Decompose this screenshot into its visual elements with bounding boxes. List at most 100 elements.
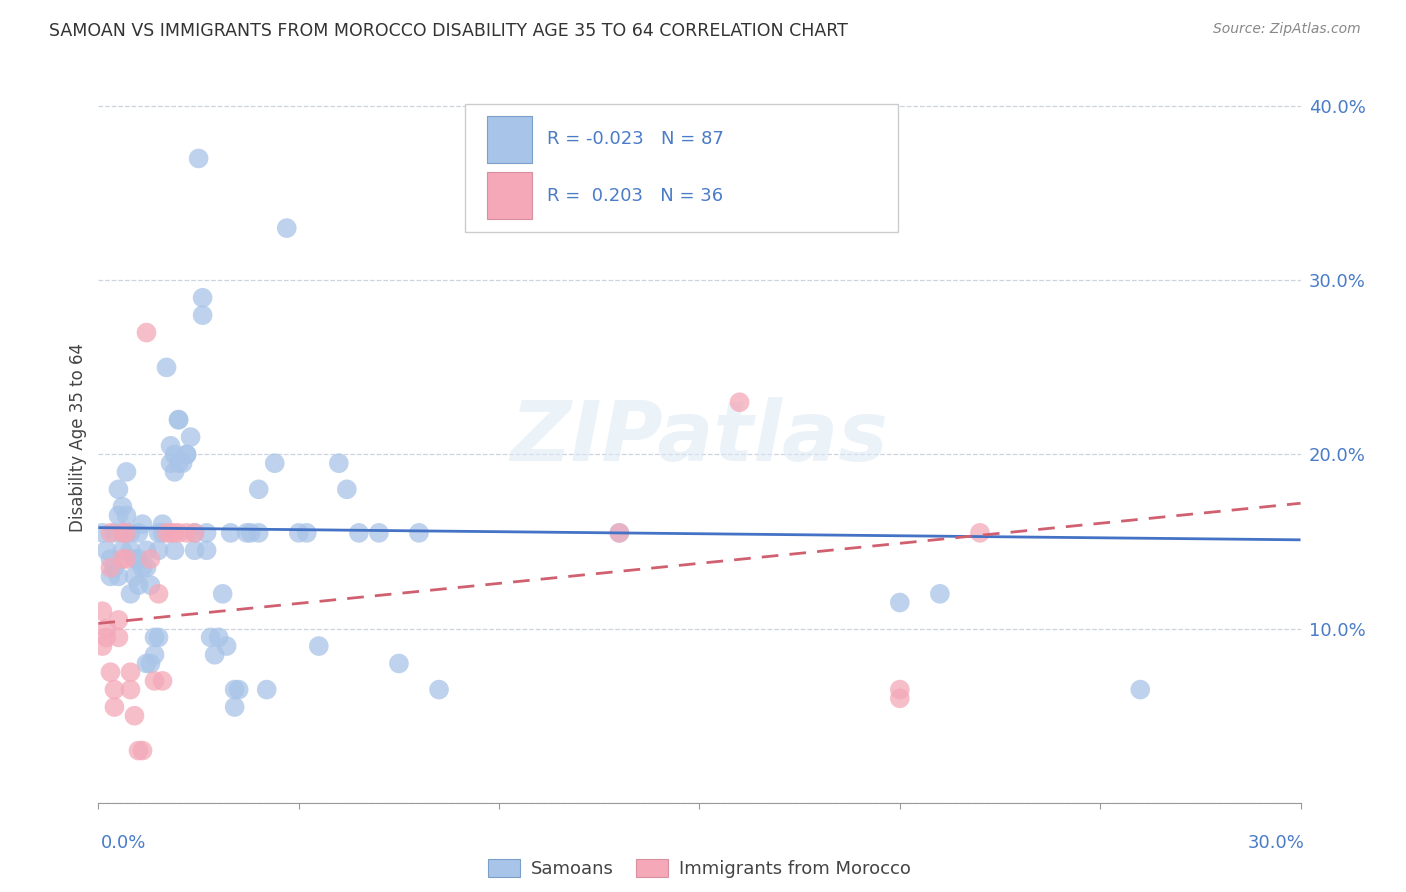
Text: 30.0%: 30.0% (1249, 834, 1305, 852)
Point (124, 708, 146, 723)
Point (100, 552, 122, 566)
Point (107, 631, 129, 645)
Point (247, 483, 270, 497)
Point (103, 525, 125, 540)
Point (288, 525, 311, 540)
Point (143, 673, 166, 688)
Point (191, 291, 214, 305)
Point (889, 691, 911, 706)
Point (929, 587, 952, 601)
Point (139, 552, 162, 566)
Point (91, 604, 114, 618)
Point (256, 682, 278, 697)
Point (139, 657, 162, 671)
Point (115, 525, 138, 540)
Point (128, 578, 150, 592)
Point (159, 439, 181, 453)
Point (148, 525, 170, 540)
Text: 0.0%: 0.0% (101, 834, 146, 852)
Point (96, 543, 118, 558)
Point (111, 543, 134, 558)
Point (191, 308, 214, 322)
Point (195, 525, 218, 540)
Point (187, 152, 209, 166)
Point (100, 665, 122, 680)
Point (163, 465, 186, 479)
Point (131, 517, 153, 532)
Point (91, 525, 114, 540)
Point (128, 743, 150, 757)
Point (176, 448, 198, 462)
Point (204, 648, 226, 662)
Point (103, 682, 125, 697)
Point (224, 700, 246, 714)
Point (263, 456, 285, 470)
Point (128, 525, 150, 540)
Point (148, 631, 170, 645)
FancyBboxPatch shape (465, 104, 898, 232)
Point (107, 613, 129, 627)
Y-axis label: Disability Age 35 to 64: Disability Age 35 to 64 (69, 343, 87, 532)
Point (167, 456, 190, 470)
Point (163, 525, 186, 540)
Point (167, 412, 190, 426)
Point (176, 448, 198, 462)
Point (100, 560, 122, 574)
Point (211, 587, 233, 601)
Point (427, 682, 450, 697)
Point (124, 569, 146, 583)
Point (148, 543, 170, 558)
Point (148, 587, 170, 601)
Point (155, 525, 177, 540)
Point (103, 700, 125, 714)
Point (111, 552, 134, 566)
Point (347, 525, 370, 540)
Point (124, 552, 146, 566)
Point (728, 395, 751, 409)
Point (183, 543, 205, 558)
Point (183, 525, 205, 540)
Point (120, 525, 142, 540)
Point (224, 682, 246, 697)
Point (115, 552, 138, 566)
Point (135, 657, 157, 671)
Point (308, 639, 330, 653)
Point (139, 578, 162, 592)
Point (368, 525, 391, 540)
Point (100, 569, 122, 583)
Point (91, 639, 114, 653)
Point (163, 448, 186, 462)
Point (120, 682, 142, 697)
Point (131, 743, 153, 757)
Point (208, 631, 231, 645)
Text: SAMOAN VS IMMIGRANTS FROM MOROCCO DISABILITY AGE 35 TO 64 CORRELATION CHART: SAMOAN VS IMMIGRANTS FROM MOROCCO DISABI… (49, 22, 848, 40)
Point (155, 360, 177, 375)
Point (111, 525, 134, 540)
Point (195, 543, 218, 558)
Point (159, 456, 181, 470)
Point (159, 525, 181, 540)
Legend: Samoans, Immigrants from Morocco: Samoans, Immigrants from Morocco (488, 858, 911, 878)
Point (152, 673, 174, 688)
Point (969, 525, 991, 540)
Point (235, 525, 257, 540)
Point (247, 525, 270, 540)
Point (131, 560, 153, 574)
Point (172, 456, 194, 470)
Point (295, 525, 318, 540)
Point (1129, 682, 1152, 697)
Point (388, 657, 411, 671)
Point (120, 543, 142, 558)
Point (408, 525, 430, 540)
Point (609, 525, 631, 540)
Point (143, 648, 166, 662)
Point (609, 525, 631, 540)
Point (215, 639, 238, 653)
Point (163, 543, 186, 558)
Point (889, 595, 911, 609)
Point (115, 525, 138, 540)
Point (219, 525, 242, 540)
Text: R = -0.023   N = 87: R = -0.023 N = 87 (547, 130, 724, 148)
Point (107, 483, 129, 497)
Point (228, 682, 250, 697)
